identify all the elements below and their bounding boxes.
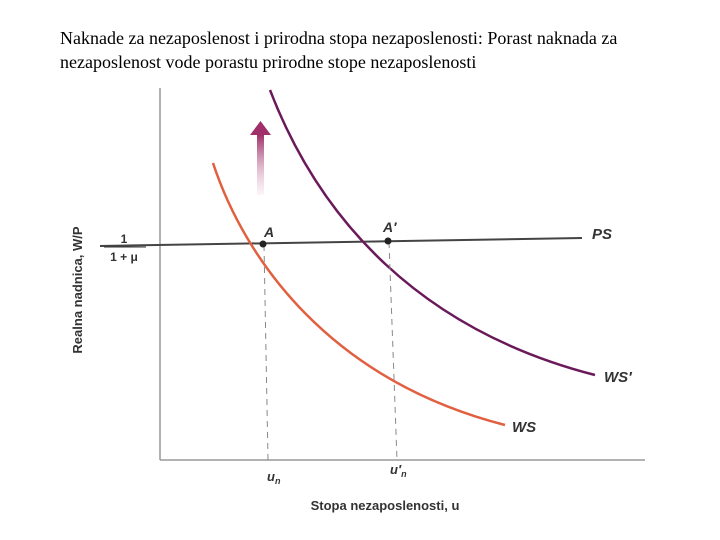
x-tick-label: u′n [390, 462, 407, 479]
curve-label: WS [512, 419, 536, 436]
point [259, 240, 267, 248]
y-tick-denominator: 1 + μ [110, 250, 138, 264]
ps-line [99, 237, 583, 247]
shift-arrow-shaft [257, 135, 264, 195]
point-label: A [263, 224, 274, 240]
slide-title: Naknade za nezaposlenost i prirodna stop… [60, 28, 618, 72]
ws-curve [211, 162, 506, 427]
y-axis-label: Realna nadnica, W/P [70, 226, 85, 353]
dashed-line [388, 241, 398, 461]
x-tick-label: un [267, 469, 281, 486]
curve-label: PS [592, 226, 612, 243]
dashed-line [263, 244, 269, 461]
x-axis-label: Stopa nezaposlenosti, u [311, 498, 460, 513]
point [384, 237, 392, 245]
shift-arrow-head [250, 121, 271, 135]
ws-prime-curve [268, 89, 596, 377]
curve-label: WS′ [604, 369, 633, 386]
y-tick-numerator: 1 [121, 232, 128, 246]
point-label: A′ [382, 219, 397, 235]
